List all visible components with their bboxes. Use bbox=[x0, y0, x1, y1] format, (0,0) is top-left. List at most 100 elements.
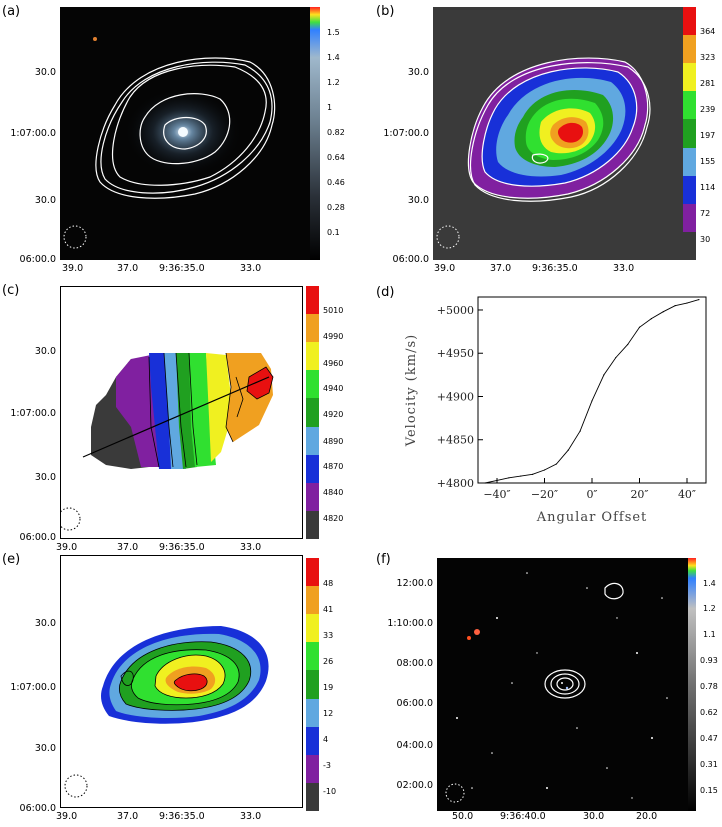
panel-f-ytick-3: 08:00.0 bbox=[396, 658, 433, 669]
panel-a-ytick-1: 30.0 bbox=[34, 67, 56, 78]
panel-e-cbar-swatch-1 bbox=[306, 558, 319, 587]
panel-b-cbar-swatch-7 bbox=[683, 175, 696, 204]
panel-d-xtick-label-1: −40″ bbox=[483, 488, 510, 501]
panel-a-cbar-tick-8: 0.28 bbox=[327, 203, 345, 212]
panel-b-ytick-3: 30.0 bbox=[407, 195, 429, 206]
panel-c-cbar-swatch-7 bbox=[306, 454, 319, 483]
panel-e-cbar-tick-7: 4 bbox=[323, 735, 329, 744]
panel-b-cbar-tick-7: 114 bbox=[700, 183, 716, 192]
panel-d-xtick-label-5: 40″ bbox=[678, 488, 696, 501]
panel-e-cbar-swatch-5 bbox=[306, 670, 319, 699]
panel-d-ytick-label-2: +4950 bbox=[437, 347, 474, 360]
panel-d-point-19 bbox=[698, 298, 700, 301]
panel-d-point-18 bbox=[686, 302, 688, 304]
panel-d-point-14 bbox=[638, 326, 641, 328]
panel-c-cbar-swatch-9 bbox=[306, 510, 319, 539]
panel-d-xlabel: Angular Offset bbox=[536, 510, 648, 525]
panel-b-cbar-swatch-5 bbox=[683, 119, 696, 148]
panel-e-cbar-tick-1: 48 bbox=[323, 579, 334, 588]
panel-f-cbar-tick-5: 0.78 bbox=[700, 682, 718, 691]
panel-d-point-4 bbox=[520, 475, 522, 477]
panel-b-cbar-tick-5: 197 bbox=[700, 131, 716, 140]
panel-a-cbar-tick-1: 1.5 bbox=[327, 28, 340, 37]
panel-label-a: (a) bbox=[2, 4, 21, 19]
panel-label-b: (b) bbox=[376, 4, 395, 19]
panel-d-ytick-label-1: +5000 bbox=[437, 304, 474, 317]
panel-c-cbar-tick-4: 4940 bbox=[323, 384, 344, 393]
panel-e-xtick-2: 37.0 bbox=[117, 811, 139, 822]
panel-b-ytick-2: 1:07:00.0 bbox=[383, 128, 429, 139]
panel-f-xtick-1: 50.0 bbox=[452, 811, 474, 822]
panel-a-cbar-tick-4: 1 bbox=[327, 103, 333, 112]
panel-c-cbar-tick-1: 5010 bbox=[323, 306, 344, 315]
panel-a-cbar-tick-9: 0.1 bbox=[327, 228, 340, 237]
panel-b-cbar-swatch-6 bbox=[683, 147, 696, 176]
panel-b-xtick-1: 39.0 bbox=[434, 263, 456, 274]
panel-d-point-2 bbox=[496, 479, 498, 482]
panel-b-ytick-4: 06:00.0 bbox=[392, 254, 429, 265]
panel-b-cbar-tick-2: 323 bbox=[700, 53, 716, 62]
panel-b-cbar-swatch-4 bbox=[683, 91, 696, 120]
panel-e-cbar-tick-2: 41 bbox=[323, 605, 334, 614]
panel-f-cbar-tick-2: 1.2 bbox=[703, 604, 716, 613]
panel-e-xtick-3: 9:36:35.0 bbox=[159, 811, 205, 822]
panel-b-cbar-tick-8: 72 bbox=[700, 209, 711, 218]
panel-d-xtick-label-3: 0″ bbox=[586, 488, 597, 501]
panel-c-cbar-swatch-1 bbox=[306, 286, 319, 315]
panel-c-cbar-tick-7: 4870 bbox=[323, 462, 344, 471]
panel-c-xtick-4: 33.0 bbox=[240, 542, 262, 553]
panel-f-cbar-tick-8: 0.31 bbox=[700, 760, 718, 769]
panel-e-colorbar bbox=[306, 558, 319, 811]
panel-a-cbar-tick-2: 1.4 bbox=[327, 53, 340, 62]
panel-a-cbar-tick-3: 1.2 bbox=[327, 78, 340, 87]
panel-e-cbar-swatch-6 bbox=[306, 698, 319, 727]
panel-f-cbar-tick-4: 0.93 bbox=[700, 656, 718, 665]
panel-label-f: (f) bbox=[376, 552, 391, 567]
panel-c-ytick-2: 1:07:00.0 bbox=[10, 408, 56, 419]
panel-e-cbar-swatch-3 bbox=[306, 614, 319, 643]
panel-a-xtick-2: 37.0 bbox=[117, 263, 139, 274]
panel-f-xtick-4: 20.0 bbox=[636, 811, 658, 822]
panel-f-cbar-tick-1: 1.4 bbox=[703, 579, 716, 588]
panel-e-ytick-4: 06:00.0 bbox=[19, 803, 56, 814]
panel-c-ytick-3: 30.0 bbox=[34, 472, 56, 483]
panel-c-cbar-tick-8: 4840 bbox=[323, 488, 344, 497]
panel-a-colorbar bbox=[310, 7, 320, 260]
panel-e-cbar-swatch-9 bbox=[306, 782, 319, 811]
panel-f-ytick-1: 12:00.0 bbox=[396, 578, 433, 589]
panel-f-ytick-6: 02:00.0 bbox=[396, 780, 433, 791]
panel-f-ytick-2: 1:10:00.0 bbox=[387, 618, 433, 629]
panel-d-series-line bbox=[485, 299, 700, 484]
panel-c-cbar-tick-2: 4990 bbox=[323, 332, 344, 341]
panel-a-cbar-tick-5: 0.82 bbox=[327, 128, 345, 137]
panel-c-xtick-3: 9:36:35.0 bbox=[159, 542, 205, 553]
panel-d-point-16 bbox=[662, 311, 664, 313]
panel-c-cbar-tick-9: 4820 bbox=[323, 514, 344, 523]
panel-d-point-3 bbox=[508, 477, 510, 479]
panel-d-point-1 bbox=[484, 482, 486, 484]
panel-e-xtick-1: 39.0 bbox=[56, 811, 78, 822]
panel-e-xtick-4: 33.0 bbox=[240, 811, 262, 822]
panel-e-cbar-tick-8: -3 bbox=[323, 761, 331, 770]
panel-b-cbar-swatch-1 bbox=[683, 7, 696, 36]
panel-c-cbar-tick-3: 4960 bbox=[323, 359, 344, 368]
panel-b-image bbox=[433, 7, 683, 260]
panel-c-cbar-swatch-2 bbox=[306, 314, 319, 343]
panel-a-cbar-tick-7: 0.46 bbox=[327, 178, 345, 187]
panel-d-ylabel: Velocity (km/s) bbox=[404, 334, 419, 447]
panel-d-plot-frame bbox=[477, 296, 707, 484]
panel-b-cbar-swatch-9 bbox=[683, 231, 696, 260]
panel-e-ytick-1: 30.0 bbox=[34, 618, 56, 629]
panel-label-c: (c) bbox=[2, 283, 20, 298]
panel-e-cbar-tick-5: 19 bbox=[323, 683, 334, 692]
panel-a-xtick-1: 39.0 bbox=[62, 263, 84, 274]
panel-d-point-17 bbox=[674, 305, 676, 307]
panel-f-ytick-5: 04:00.0 bbox=[396, 740, 433, 751]
panel-d-point-13 bbox=[627, 343, 629, 346]
panel-f-cbar-tick-3: 1.1 bbox=[703, 630, 716, 639]
panel-e-cbar-tick-4: 26 bbox=[323, 657, 334, 666]
panel-b-cbar-swatch-3 bbox=[683, 63, 696, 92]
panel-b-cbar-tick-3: 281 bbox=[700, 79, 716, 88]
panel-e-image bbox=[60, 555, 303, 808]
panel-c-colorbar bbox=[306, 286, 319, 539]
